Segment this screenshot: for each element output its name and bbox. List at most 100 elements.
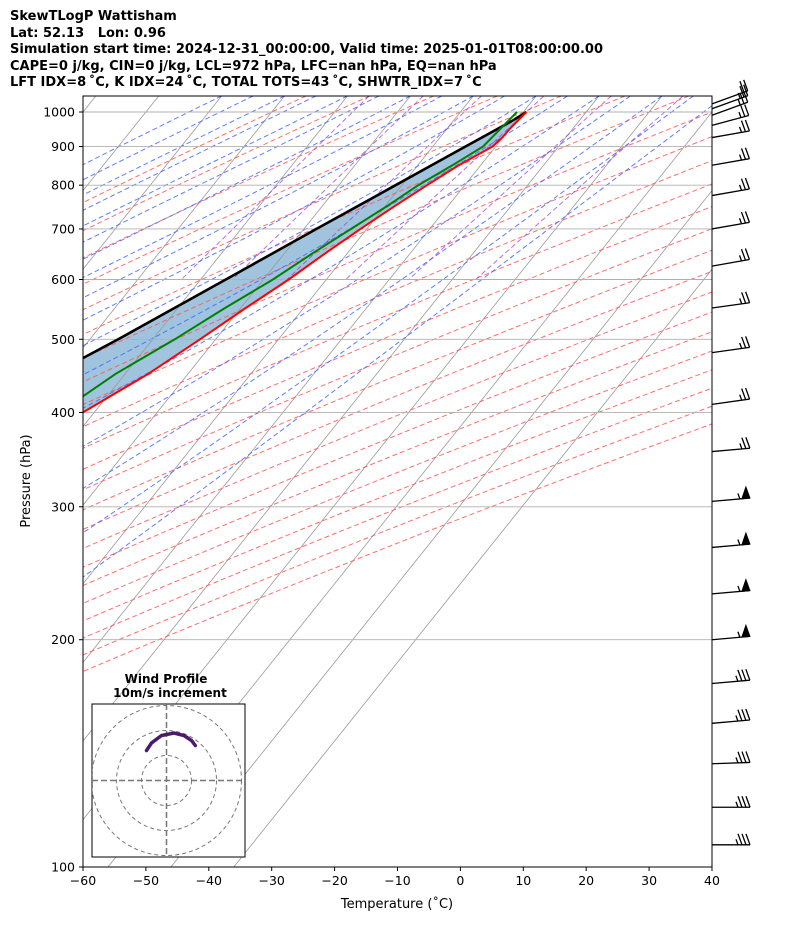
moist-adiabat [83,96,631,447]
moist-adiabat [83,96,600,409]
barb-staff [711,158,750,166]
isotherm [83,96,474,585]
wind-barb [711,177,751,197]
barb-full-feather [739,81,745,93]
isotherm [83,96,97,113]
wind-barb [711,531,751,549]
barb-half-feather [737,631,741,638]
wind-barb [711,485,751,503]
barb-half-feather [737,99,741,106]
barb-full-feather [745,668,751,681]
inset-title: Wind Profile [125,672,208,686]
moist-adiabat [83,96,442,279]
wind-barb [711,708,751,724]
barb-full-feather [745,795,751,808]
barb-full-feather [740,211,747,224]
barb-full-feather [740,248,747,261]
barb-staff [711,221,750,230]
wind-barb [711,751,751,765]
wind-barb [711,336,751,354]
barb-full-feather [745,291,751,303]
barb-staff [711,398,750,405]
chart-title-block: SkewTLogP Wattisham Lat: 52.13 Lon: 0.96… [10,9,790,92]
barb-full-feather [740,178,747,190]
barb-half-feather [739,342,743,349]
barb-full-feather [744,177,751,190]
barb-full-feather [745,751,751,763]
barb-staff [711,761,750,765]
barb-half-feather [738,154,743,161]
dry-adiabat [83,96,689,360]
wind-barb [711,104,750,127]
x-tick-label: −50 [133,873,159,888]
moist-adiabat [83,96,222,166]
isotherm [170,189,712,867]
barb-staff [711,719,750,724]
moist-adiabat [83,96,694,534]
barb-half-feather [738,111,742,118]
x-tick-label: −40 [196,873,222,888]
mixing-ratio-line [475,96,684,280]
barb-full-feather [744,248,751,260]
mixing-ratio-line [231,96,424,280]
moist-adiabat [83,96,317,211]
y-tick-label: 600 [51,272,75,287]
barb-half-feather [737,585,741,592]
barb-staff [711,679,750,685]
wind-barb [712,795,751,808]
barb-full-feather [743,79,749,92]
barb-full-feather [745,833,751,846]
isotherm [83,96,537,664]
station-coordinates: Lat: 52.13 Lon: 0.96 [10,25,166,41]
moist-adiabat [83,105,712,578]
wind-barb [711,248,751,267]
wind-barb-layer [711,79,751,846]
barb-full-feather [745,387,751,400]
isobar-grid-layer [83,111,712,867]
parcel-profile-line [83,110,528,360]
barb-full-feather [737,833,743,846]
x-tick-label: 0 [456,873,464,888]
wind-barb [711,578,751,595]
moist-adiabat [83,96,380,243]
temperature-line [83,111,528,414]
barb-full-feather [741,751,747,763]
dry-adiabat [83,423,712,673]
barb-full-feather [741,388,747,400]
barb-half-feather [737,92,741,99]
barb-full-feather [739,85,745,98]
barb-full-feather [737,795,743,808]
barb-full-feather [740,148,747,160]
barb-full-feather [741,292,747,304]
wind-barb [711,623,751,641]
wind-barb [711,437,751,453]
barb-pennant [741,623,751,638]
index-parameters: LFT IDX=8 ˚C, K IDX=24 ˚C, TOTAL TOTS=43… [10,75,482,90]
barb-full-feather [743,84,749,96]
simulation-times: Simulation start time: 2024-12-31_00:00:… [10,42,603,57]
moist-adiabat [83,96,474,299]
barb-full-feather [737,751,743,763]
wind-barb [712,833,751,846]
moist-adiabat [83,96,254,181]
x-axis-label: Temperature (˚C) [340,896,453,912]
y-axis-label: Pressure (hPa) [19,434,34,527]
y-tick-label: 100 [51,860,75,875]
barb-staff [711,302,750,309]
barb-full-feather [737,669,743,682]
isotherm [83,96,600,742]
moist-adiabat [83,96,285,196]
barb-full-feather [740,105,746,117]
barb-full-feather [741,833,747,846]
adiabat-layer [83,96,712,673]
x-tick-label: −20 [321,873,347,888]
x-tick-label: −30 [259,873,285,888]
barb-full-feather [739,92,745,104]
barb-half-feather [735,675,739,682]
barb-staff [711,90,748,105]
isotherm [83,96,348,428]
hodograph-trace [144,731,198,753]
chart-title: SkewTLogP Wattisham [10,9,177,24]
barb-half-feather [739,394,743,401]
